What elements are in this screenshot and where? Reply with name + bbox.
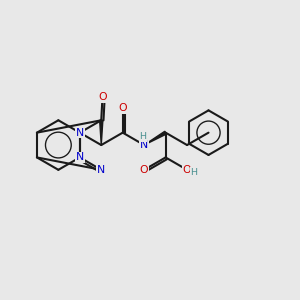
Text: H: H: [140, 132, 146, 141]
Text: O: O: [183, 165, 191, 175]
Text: N: N: [76, 128, 84, 138]
Text: H: H: [190, 168, 197, 177]
Text: N: N: [97, 165, 105, 175]
Text: N: N: [140, 140, 148, 150]
Polygon shape: [144, 131, 166, 145]
Text: O: O: [118, 103, 127, 113]
Text: O: O: [98, 92, 107, 102]
Text: O: O: [140, 165, 148, 175]
Polygon shape: [100, 120, 103, 145]
Text: N: N: [76, 152, 84, 162]
